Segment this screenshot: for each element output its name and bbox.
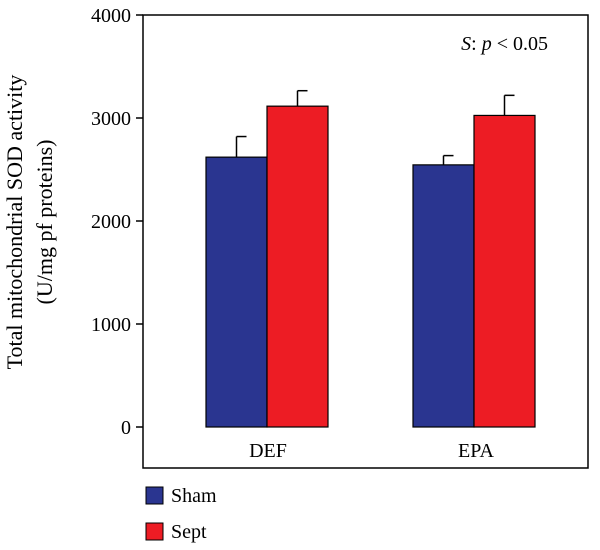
annotation-factor: S — [461, 33, 471, 55]
plot-area: 0 1000 2000 3000 4000 DEF EPA — [91, 5, 589, 469]
legend-swatch-sham — [145, 486, 164, 505]
y-axis-title-line-1: Total mitochondrial SOD activity — [2, 75, 27, 370]
bar-sham-epa — [412, 164, 475, 428]
y-tick-label: 4000 — [91, 5, 131, 27]
legend: Sham Sept — [145, 485, 217, 543]
legend-swatch-sept — [145, 522, 164, 541]
plot-frame — [142, 14, 589, 469]
y-tick-label: 3000 — [91, 108, 131, 130]
y-tick-label: 1000 — [91, 314, 131, 336]
annotation-comparison: < 0.05 — [492, 33, 548, 55]
y-axis-title-line-2: (U/mg pf proteins) — [32, 140, 57, 305]
bar-sept-def — [266, 105, 329, 428]
y-tick-label: 2000 — [91, 211, 131, 233]
legend-label-sham: Sham — [171, 485, 217, 507]
y-axis-title: Total mitochondrial SOD activity (U/mg p… — [2, 75, 57, 370]
annotation-separator: : — [471, 33, 482, 55]
x-category-label: DEF — [249, 440, 287, 462]
bar-sept-epa — [473, 114, 536, 428]
bar-sham-def — [205, 156, 268, 428]
x-category-label: EPA — [458, 440, 495, 462]
legend-label-sept: Sept — [171, 521, 207, 543]
y-tick-label: 0 — [121, 417, 131, 439]
annotation-p-symbol: p — [480, 33, 492, 55]
significance-annotation: S: p < 0.05 — [461, 33, 548, 55]
